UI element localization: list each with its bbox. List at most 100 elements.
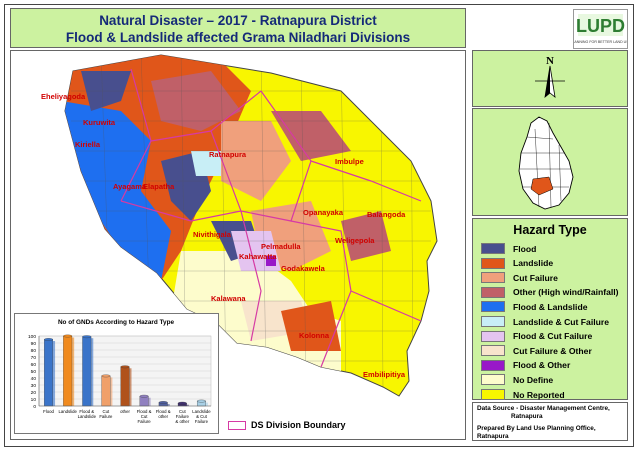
legend-label: No Define [513, 374, 554, 385]
legend-label: Landslide [513, 258, 554, 269]
legend-label: Flood & Landslide [513, 301, 588, 312]
y-tick-label: 40 [31, 376, 37, 382]
x-tick-label: other [120, 409, 130, 414]
ratnapura-highlight [530, 176, 554, 196]
map-title: Natural Disaster – 2017 - Ratnapura Dist… [99, 13, 377, 28]
legend-swatch [481, 272, 505, 284]
ds-boundary-legend: DS Division Boundary [228, 418, 346, 432]
bar [63, 335, 73, 407]
bar-side [129, 368, 132, 406]
legend-label: Other (High wind/Rainfall) [513, 287, 619, 298]
source-line-3: Prepared By Land Use Planning Office, [477, 425, 596, 432]
sri-lanka-inset [472, 108, 628, 216]
legend-swatch [481, 345, 505, 357]
label-godakawela: Godakawela [281, 264, 326, 273]
legend-swatch [481, 374, 505, 386]
north-arrow-panel: N [472, 50, 628, 107]
x-tick-label: other [158, 414, 168, 419]
legend-label: Flood & Other [513, 360, 571, 371]
bar-top [82, 335, 92, 339]
y-tick-label: 90 [31, 341, 37, 347]
bar [82, 336, 92, 407]
gnd-chart-box: No of GNDs According to Hazard Type 0 10 2… [14, 313, 219, 434]
x-tick-label: Flood & [156, 409, 171, 414]
bar-side [205, 402, 208, 406]
legend-swatch [481, 359, 505, 371]
flood-landslide-area [65, 101, 171, 281]
legend-item: Flood [481, 241, 536, 256]
y-tick-label: 10 [31, 397, 37, 403]
chart-title: No of GNDs According to Hazard Type [58, 319, 175, 326]
x-tick-label: Flood [43, 409, 54, 414]
label-imbulpe: Imbulpe [335, 157, 364, 166]
label-ayagama: Ayagama [113, 182, 147, 191]
other-area-weligepola [341, 211, 391, 261]
legend-item: No Define [481, 372, 553, 387]
legend-label: Flood & Cut Failure [513, 331, 593, 342]
bar-top [63, 334, 73, 338]
y-tick-label: 0 [33, 404, 36, 410]
bar-side [186, 404, 189, 406]
x-tick-label: & Cut [196, 414, 208, 419]
bar [120, 366, 130, 407]
label-kiriella: Kiriella [75, 140, 101, 149]
legend-item: Flood & Landslide [481, 299, 587, 314]
y-tick-label: 80 [31, 348, 37, 354]
x-tick-label: Cut [179, 409, 186, 414]
legend-swatch [481, 286, 505, 298]
x-tick-label: Landslide [78, 414, 97, 419]
source-line-4: Ratnapura [477, 433, 509, 440]
title-banner: Natural Disaster – 2017 - Ratnapura Dist… [10, 8, 466, 48]
gnd-bar-chart: No of GNDs According to Hazard Type 0102… [28, 319, 212, 424]
y-tick-label: 70 [31, 355, 37, 361]
x-tick-label: Flood & [137, 409, 152, 414]
data-source-box: Data Source - Disaster Management Centre… [472, 402, 628, 441]
legend-label: Cut Failure & Other [513, 345, 592, 356]
x-tick-label: Cut [141, 414, 148, 419]
label-balangoda: Balangoda [367, 210, 406, 219]
lupd-logo: LUPD PLANNING FOR BETTER LAND USE [573, 9, 628, 49]
legend-item: No Reported [481, 387, 565, 402]
x-tick-label: Cut [103, 409, 110, 414]
x-tick-label: Landslide [192, 409, 211, 414]
label-weligepola: Weligepola [335, 236, 375, 245]
legend-swatch [481, 389, 505, 400]
bar-side [148, 397, 151, 406]
legend-label: Cut Failure [513, 272, 558, 283]
legend-label: Flood [513, 243, 537, 254]
map-subtitle: Flood & Landslide affected Grama Niladha… [65, 30, 411, 45]
label-nivithigala: Nivithigala [193, 230, 232, 239]
legend-label: Landslide & Cut Failure [513, 316, 609, 327]
y-tick-label: 30 [31, 383, 37, 389]
x-tick-label: Landslide [58, 409, 77, 414]
x-tick-label: Failure [176, 414, 190, 419]
sri-lanka-outline [518, 116, 574, 210]
label-pelmadulla: Pelmadulla [261, 242, 301, 251]
ds-boundaries [120, 68, 422, 368]
legend-item: Flood & Cut Failure [481, 329, 592, 344]
x-tick-label: Failure [138, 419, 152, 424]
bar-side [167, 404, 170, 406]
legend-item: Flood & Other [481, 358, 570, 373]
legend-item: Other (High wind/Rainfall) [481, 285, 619, 300]
bar-top [120, 365, 130, 369]
label-kahawatta: Kahawatta [239, 252, 277, 261]
label-kalawana: Kalawana [211, 294, 246, 303]
legend-title: Hazard Type [513, 223, 587, 237]
other-area-imbulpe [271, 111, 351, 161]
landslide-cut-area [191, 151, 221, 176]
legend-swatch [481, 330, 505, 342]
label-kolonna: Kolonna [299, 331, 330, 340]
legend-swatch [481, 257, 505, 269]
bar-side [52, 341, 56, 406]
label-kuruwita: Kuruwita [83, 118, 116, 127]
bar-top [177, 401, 187, 405]
y-tick-label: 50 [31, 369, 37, 375]
y-tick-label: 100 [28, 334, 36, 340]
y-tick-label: 60 [31, 362, 37, 368]
label-embilipitiya: Embilipitiya [363, 370, 406, 379]
y-tick-label: 20 [31, 390, 37, 396]
bar [101, 375, 111, 407]
label-eheliyagoda: Eheliyagoda [41, 92, 86, 101]
source-line-1: Data Source - Disaster Management Centre… [477, 405, 610, 412]
